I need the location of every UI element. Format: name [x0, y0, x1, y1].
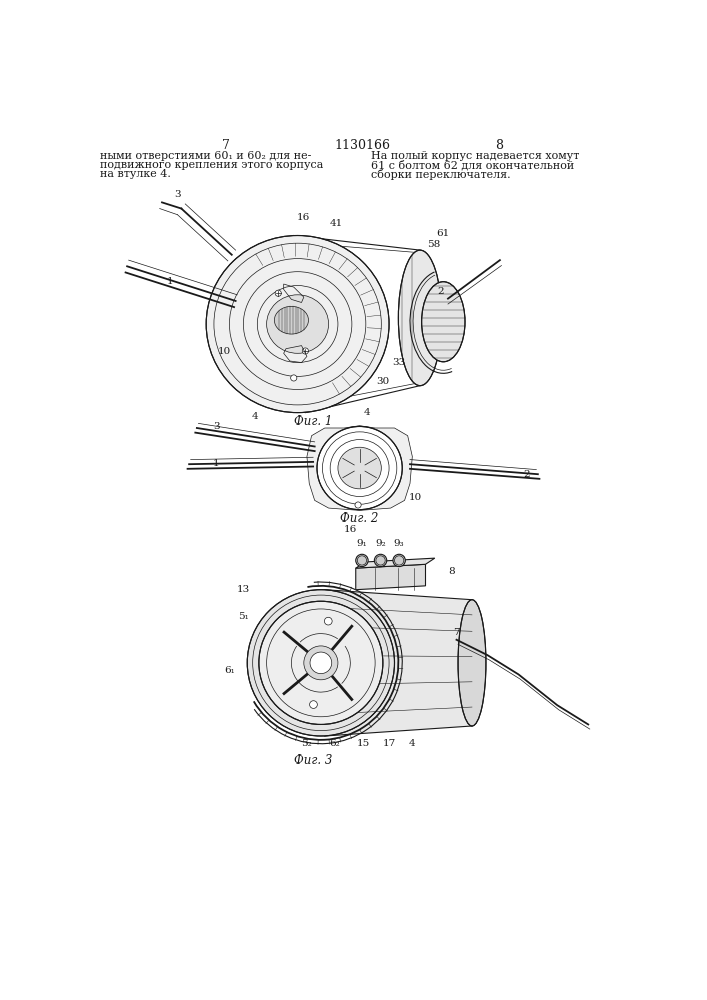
Text: 41: 41 [329, 219, 343, 228]
Text: сборки переключателя.: сборки переключателя. [371, 169, 511, 180]
Text: Фиг. 1: Фиг. 1 [294, 415, 332, 428]
Ellipse shape [291, 375, 297, 381]
Text: Фиг. 3: Фиг. 3 [294, 754, 332, 767]
Ellipse shape [206, 235, 389, 413]
Text: 15: 15 [357, 739, 370, 748]
Text: 1: 1 [213, 459, 220, 468]
Text: 1: 1 [166, 277, 173, 286]
Ellipse shape [325, 617, 332, 625]
Ellipse shape [393, 554, 405, 567]
Text: 13: 13 [237, 585, 250, 594]
Text: 6₁: 6₁ [224, 666, 235, 675]
Ellipse shape [338, 447, 381, 489]
Text: 10: 10 [217, 347, 230, 356]
Text: 4: 4 [252, 412, 258, 421]
Text: 2: 2 [523, 470, 530, 479]
Ellipse shape [275, 290, 281, 296]
Text: подвижного крепления этого корпуса: подвижного крепления этого корпуса [100, 160, 323, 170]
Text: 6₂: 6₂ [329, 739, 340, 748]
Text: 3: 3 [213, 422, 220, 431]
Text: 7: 7 [221, 139, 230, 152]
Polygon shape [356, 564, 426, 590]
Ellipse shape [356, 554, 368, 567]
Text: 3: 3 [174, 190, 181, 199]
Text: на втулке 4.: на втулке 4. [100, 169, 171, 179]
Ellipse shape [303, 348, 308, 354]
Text: 58: 58 [426, 240, 440, 249]
Polygon shape [356, 558, 435, 568]
Text: 4: 4 [364, 408, 370, 417]
Text: На полый корпус надевается хомут: На полый корпус надевается хомут [371, 151, 580, 161]
Polygon shape [325, 590, 472, 736]
Text: Фиг. 2: Фиг. 2 [341, 512, 379, 525]
Ellipse shape [421, 282, 465, 362]
Ellipse shape [310, 701, 317, 708]
Text: 17: 17 [382, 739, 396, 748]
Polygon shape [307, 426, 412, 510]
Ellipse shape [304, 646, 338, 680]
Ellipse shape [310, 652, 332, 674]
Text: 2: 2 [438, 287, 444, 296]
Text: 61: 61 [437, 229, 450, 238]
Text: 8: 8 [495, 139, 503, 152]
Text: 16: 16 [297, 213, 310, 222]
Text: 61 с болтом 62 для окончательной: 61 с болтом 62 для окончательной [371, 160, 575, 171]
Text: 7: 7 [453, 628, 460, 637]
Ellipse shape [374, 554, 387, 567]
Text: 5₂: 5₂ [302, 739, 312, 748]
Text: 4: 4 [409, 739, 416, 748]
Text: 9₁: 9₁ [356, 539, 368, 548]
Text: 10: 10 [409, 493, 422, 502]
Ellipse shape [247, 590, 395, 736]
Text: 5₁: 5₁ [238, 612, 249, 621]
Ellipse shape [274, 306, 308, 334]
Text: 8: 8 [448, 567, 455, 576]
Text: 30: 30 [376, 377, 390, 386]
Text: 33: 33 [392, 358, 405, 367]
Ellipse shape [355, 502, 361, 508]
Text: 16: 16 [344, 525, 357, 534]
Ellipse shape [398, 250, 442, 386]
Text: 9₃: 9₃ [394, 539, 404, 548]
Ellipse shape [317, 426, 402, 510]
Text: ными отверстиями 60₁ и 60₂ для не-: ными отверстиями 60₁ и 60₂ для не- [100, 151, 311, 161]
Ellipse shape [267, 295, 329, 353]
Ellipse shape [259, 601, 383, 724]
Text: 1130166: 1130166 [334, 139, 390, 152]
Ellipse shape [458, 600, 486, 726]
Text: 9₂: 9₂ [375, 539, 386, 548]
